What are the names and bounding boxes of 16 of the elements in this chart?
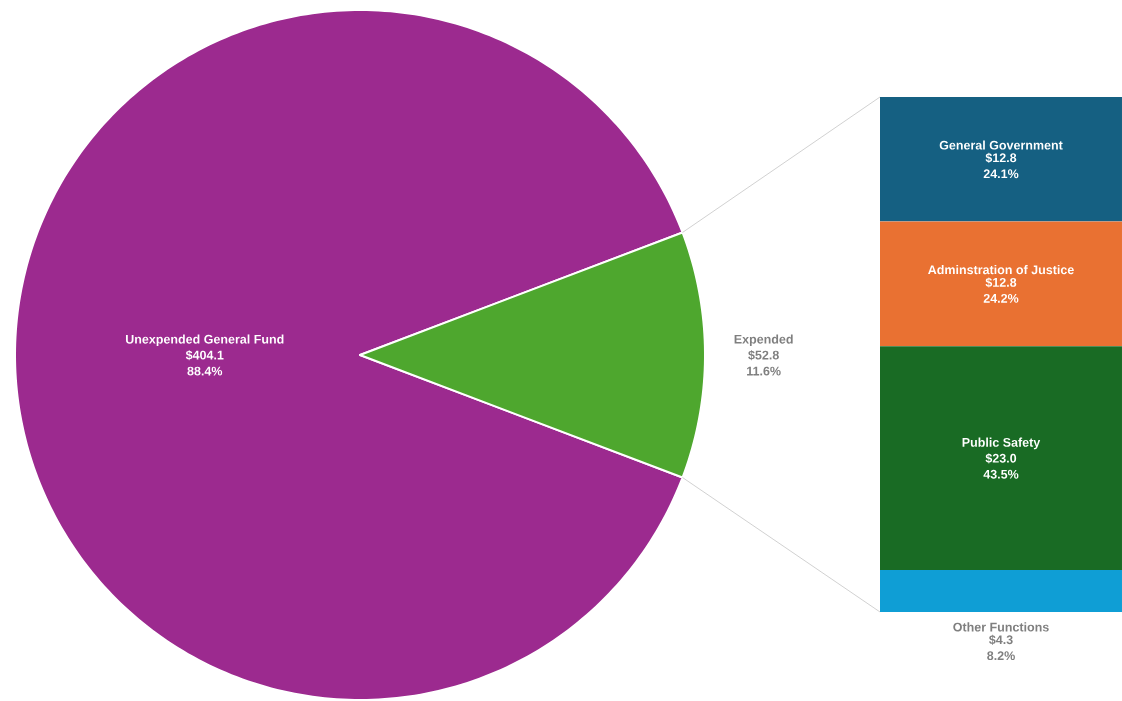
slice-label: Expended (734, 334, 793, 347)
data-label: $404.1 88.4% (185, 350, 224, 376)
data-label: $52.8 11.6% (747, 350, 781, 376)
data-label: $12.8 24.2% (983, 277, 1019, 303)
bar (880, 221, 1122, 347)
data-label: $23.0 43.5% (983, 453, 1019, 479)
bar (880, 570, 1122, 612)
slice-label: Unexpended General Fund (125, 334, 284, 347)
data-label: $4.3 8.2% (987, 634, 1015, 661)
series-label: General Government (939, 140, 1063, 150)
bar (880, 96, 1122, 222)
series-label: Adminstration of Justice (928, 265, 1074, 275)
bar (880, 346, 1122, 571)
series-label: Public Safety (962, 437, 1041, 450)
data-label: $12.8 24.1% (983, 152, 1019, 179)
series-label: Other Functions (953, 622, 1049, 632)
